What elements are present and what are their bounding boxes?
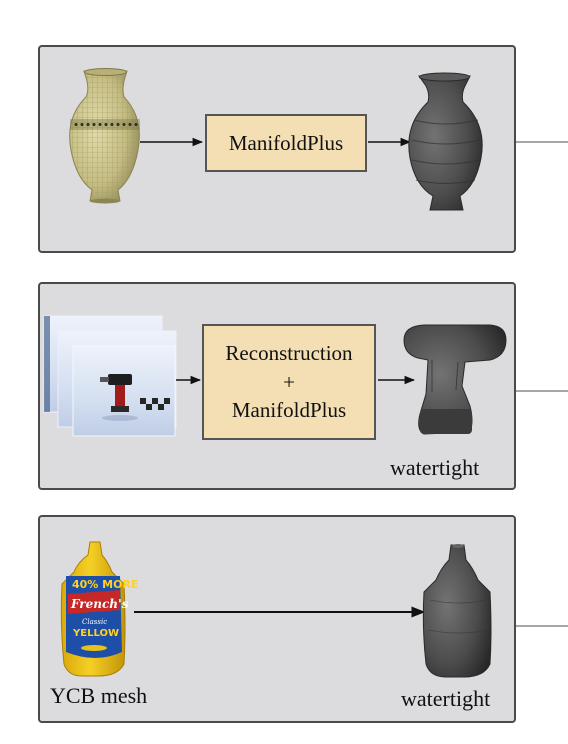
mustard-brand-text: French's xyxy=(70,597,129,611)
process-text-line-1: Reconstruction xyxy=(225,340,353,365)
process-text-line-3: ManifoldPlus xyxy=(231,398,347,423)
input-label-ycb-mesh: YCB mesh xyxy=(50,683,148,708)
vase-icon xyxy=(69,68,140,204)
process-box-manifoldplus: ManifoldPlus xyxy=(205,114,367,172)
mustard-promo-text: 40% MORE xyxy=(72,578,138,591)
output-label-watertight-2: watertight xyxy=(401,686,491,711)
drill-mesh-icon xyxy=(403,324,507,435)
process-text: ManifoldPlus xyxy=(228,130,344,155)
photo-stack-icon xyxy=(43,315,177,437)
bottle-mesh-icon xyxy=(422,544,492,678)
process-text-line-2: + xyxy=(283,369,295,394)
mustard-product-text: YELLOW xyxy=(72,628,119,639)
mustard-bottle-icon: 40% MORE French's Classic YELLOW xyxy=(60,541,138,677)
mustard-small-text: Classic xyxy=(82,618,107,626)
output-label-watertight: watertight xyxy=(390,455,480,480)
process-box-reconstruction: Reconstruction + ManifoldPlus xyxy=(202,324,376,440)
vase-mesh-icon xyxy=(408,72,483,211)
